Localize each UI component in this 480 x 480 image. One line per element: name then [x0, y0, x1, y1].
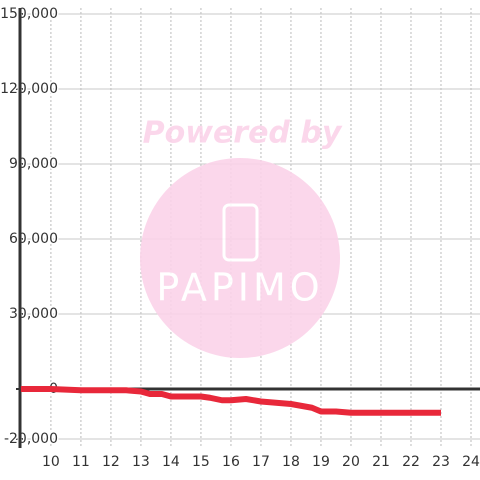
plot: 101112131415161718192021222324-20,000030… [0, 5, 480, 470]
y-tick-label: 120,000 [0, 81, 58, 97]
y-tick-label: 60,000 [9, 231, 58, 247]
x-tick-label: 11 [72, 454, 90, 470]
x-tick-label: 16 [222, 454, 240, 470]
x-tick-label: 18 [282, 454, 300, 470]
y-tick-label: 150,000 [0, 6, 58, 22]
x-tick-label: 14 [162, 454, 180, 470]
x-tick-label: 13 [132, 454, 150, 470]
y-tick-label: 90,000 [9, 156, 58, 172]
x-tick-label: 15 [192, 454, 210, 470]
x-tick-label: 22 [402, 454, 420, 470]
x-tick-label: 10 [42, 454, 60, 470]
watermark-circle [140, 158, 340, 358]
watermark: Powered by PAPIMO [140, 116, 343, 358]
y-tick-label: -20,000 [4, 431, 58, 447]
x-tick-label: 23 [432, 454, 450, 470]
x-tick-label: 24 [462, 454, 480, 470]
x-tick-label: 17 [252, 454, 270, 470]
y-tick-label: 30,000 [9, 306, 58, 322]
x-tick-label: 19 [312, 454, 330, 470]
watermark-text: Powered by [143, 116, 343, 151]
x-tick-label: 12 [102, 454, 120, 470]
watermark-icon [222, 203, 259, 262]
x-tick-label: 20 [342, 454, 360, 470]
x-tick-label: 21 [372, 454, 390, 470]
line-series [20, 386, 441, 416]
watermark-logo: PAPIMO [156, 266, 323, 310]
